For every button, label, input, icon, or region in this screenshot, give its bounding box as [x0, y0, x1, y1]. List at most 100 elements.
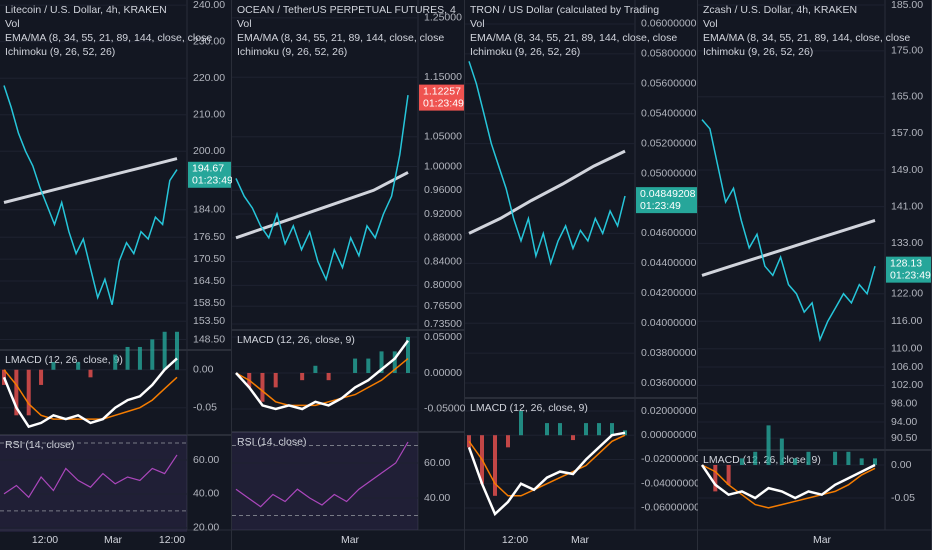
- y-tick-label: 0.00000000: [641, 429, 697, 441]
- y-tick-label: 94.00: [891, 416, 917, 428]
- countdown: 01:23:49: [192, 175, 233, 187]
- y-tick-label: 158.50: [193, 297, 225, 309]
- y-tick-label: 0.02000000: [641, 405, 697, 417]
- y-tick-label: 98.00: [891, 397, 917, 409]
- histogram-bar: [76, 362, 81, 370]
- histogram-bar: [26, 369, 31, 416]
- histogram-bar: [493, 435, 497, 496]
- y-tick-label: 165.00: [891, 90, 923, 102]
- chart-panel: 1.25000 1.15000 1.05000 1.00000 0.96000 0.920…: [232, 0, 465, 550]
- ma-line: [468, 149, 626, 235]
- close-line: [235, 94, 409, 282]
- last-price-label: 1.12257: [423, 85, 461, 97]
- legend-ichimoku-label: Ichimoku (9, 26, 52, 26): [470, 46, 580, 58]
- histogram-bar: [623, 430, 627, 436]
- y-tick-label: 185.00: [891, 0, 923, 11]
- histogram-bar: [519, 410, 523, 436]
- last-price-label: 128.13: [890, 257, 922, 269]
- y-tick-label: 106.00: [891, 361, 923, 373]
- histogram-bar: [175, 331, 179, 370]
- histogram-bar: [51, 362, 56, 370]
- legend-ema-label: EMA/MA (8, 34, 55, 21, 89, 144, close, c…: [5, 32, 212, 44]
- legend-vol-label: Vol: [470, 18, 485, 30]
- legend-ema-label: EMA/MA (8, 34, 55, 21, 89, 144, close, c…: [470, 32, 677, 44]
- y-tick-label: 0.88000: [424, 232, 462, 244]
- y-tick-label: 230.00: [193, 35, 225, 47]
- histogram-bar: [506, 435, 510, 448]
- y-tick-label: 170.50: [193, 253, 225, 265]
- histogram-bar: [260, 372, 265, 402]
- time-label: Mar: [813, 534, 832, 546]
- y-tick-label: 175.00: [891, 45, 923, 57]
- y-tick-label: 102.00: [891, 379, 923, 391]
- y-tick-label: 0.05200000: [641, 137, 697, 149]
- histogram-bar: [467, 435, 471, 448]
- histogram-bar: [39, 369, 44, 385]
- y-tick-label: 0.00000: [424, 367, 462, 379]
- y-tick-label: 0.04200000: [641, 287, 697, 299]
- histogram-bar: [584, 423, 588, 436]
- y-tick-label: -0.06000000: [641, 502, 700, 514]
- y-tick-label: 220.00: [193, 72, 225, 84]
- countdown: 01:23:49: [640, 200, 681, 212]
- macd-line: [467, 431, 626, 517]
- indicator-label: LMACD (12, 26, close, 9): [703, 454, 821, 466]
- y-tick-label: 240.00: [193, 0, 225, 11]
- y-tick-label: -0.05: [891, 492, 915, 504]
- histogram-bar: [597, 423, 601, 436]
- histogram-bar: [273, 372, 278, 388]
- ma-line: [701, 218, 876, 277]
- y-tick-label: 0.84000: [424, 255, 462, 267]
- histogram-bar: [558, 423, 562, 436]
- ma-line: [3, 157, 178, 204]
- histogram-bar: [739, 458, 744, 465]
- y-tick-label: 40.00: [424, 492, 450, 504]
- y-tick-label: 0.92000: [424, 208, 462, 220]
- histogram-bar: [326, 372, 331, 381]
- time-label: 12:00: [159, 534, 185, 546]
- legend-ema-label: EMA/MA (8, 34, 55, 21, 89, 144, close, c…: [237, 32, 444, 44]
- histogram-bar: [753, 451, 758, 465]
- last-price-tag: [886, 256, 931, 283]
- y-tick-label: 133.00: [891, 237, 923, 249]
- indicator-label: RSI (14, close): [5, 439, 74, 451]
- histogram-bar: [793, 458, 798, 465]
- countdown: 01:23:49: [890, 269, 931, 281]
- signal-line: [3, 369, 178, 420]
- legend-vol-label: Vol: [703, 18, 718, 30]
- legend-title: OCEAN / TetherUS PERPETUAL FUTURES, 4: [237, 4, 456, 16]
- histogram-bar: [113, 354, 118, 370]
- histogram-bar: [571, 435, 575, 441]
- legend-title: TRON / US Dollar (calculated by Trading: [470, 4, 659, 16]
- y-tick-label: 210.00: [193, 109, 225, 121]
- histogram-bar: [846, 451, 851, 465]
- chart-panel: 240.00 230.00 220.00 210.00 200.00 184.00 176.…: [0, 0, 233, 550]
- y-tick-label: 110.00: [891, 343, 922, 355]
- histogram-bar: [88, 369, 93, 378]
- y-tick-label: 122.00: [891, 288, 923, 300]
- y-tick-label: 40.00: [193, 488, 219, 500]
- y-tick-label: 0.00: [891, 459, 912, 471]
- macd-line: [235, 339, 410, 411]
- y-tick-label: 149.00: [891, 164, 923, 176]
- y-tick-label: 1.15000: [424, 71, 462, 83]
- y-tick-label: 0.04400000: [641, 257, 697, 269]
- close-line: [3, 85, 178, 306]
- y-tick-label: 116.00: [891, 315, 922, 327]
- y-tick-label: 164.50: [193, 275, 225, 287]
- indicator-label: RSI (14, close): [237, 436, 306, 448]
- y-tick-label: 0.05800000: [641, 48, 697, 60]
- histogram-bar: [14, 369, 19, 416]
- histogram-bar: [379, 351, 384, 373]
- time-label: 12:00: [32, 534, 58, 546]
- legend-title: Litecoin / U.S. Dollar, 4h, KRAKEN: [5, 4, 167, 16]
- last-price-tag: [419, 84, 464, 111]
- histogram-bar: [366, 358, 371, 373]
- legend-ema-label: EMA/MA (8, 34, 55, 21, 89, 144, close, c…: [703, 32, 910, 44]
- y-tick-label: 60.00: [424, 457, 450, 469]
- histogram-bar: [610, 423, 614, 436]
- histogram-bar: [313, 365, 318, 373]
- histogram-bar: [726, 464, 731, 485]
- last-price-tag: [636, 187, 697, 214]
